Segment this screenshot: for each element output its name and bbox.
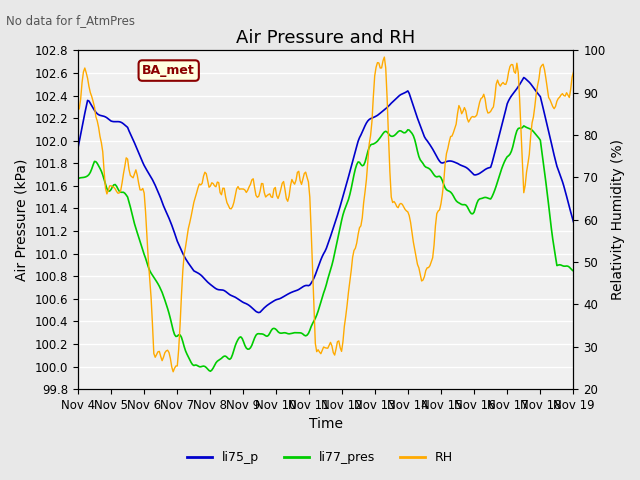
Y-axis label: Relativity Humidity (%): Relativity Humidity (%) bbox=[611, 139, 625, 300]
li77_pres bbox=[135, 234, 143, 240]
RH bbox=[135, 180, 143, 186]
RH bbox=[570, 69, 577, 75]
li75_p bbox=[292, 288, 300, 294]
li77_pres bbox=[240, 339, 248, 345]
li77_pres bbox=[74, 176, 82, 182]
li77_pres bbox=[292, 330, 300, 336]
RH bbox=[240, 186, 248, 192]
li75_p bbox=[246, 303, 254, 309]
li75_p bbox=[222, 288, 230, 294]
Line: li75_p: li75_p bbox=[78, 78, 573, 312]
li77_pres bbox=[545, 202, 552, 208]
RH bbox=[74, 108, 82, 113]
Text: No data for f_AtmPres: No data for f_AtmPres bbox=[6, 14, 136, 27]
li77_pres bbox=[570, 268, 577, 274]
li77_pres bbox=[207, 368, 214, 374]
li75_p bbox=[135, 150, 143, 156]
RH bbox=[381, 54, 388, 60]
Y-axis label: Air Pressure (kPa): Air Pressure (kPa) bbox=[15, 158, 29, 281]
li75_p bbox=[545, 128, 552, 134]
Line: RH: RH bbox=[78, 57, 573, 372]
RH bbox=[223, 200, 231, 205]
RH bbox=[248, 177, 255, 183]
RH bbox=[170, 369, 177, 375]
RH bbox=[292, 177, 300, 183]
li75_p bbox=[74, 145, 82, 151]
li77_pres bbox=[223, 354, 231, 360]
li75_p bbox=[255, 310, 262, 315]
X-axis label: Time: Time bbox=[308, 418, 342, 432]
li75_p bbox=[238, 299, 246, 305]
Line: li77_pres: li77_pres bbox=[78, 126, 573, 371]
li77_pres bbox=[520, 123, 527, 129]
li75_p bbox=[520, 75, 527, 81]
Title: Air Pressure and RH: Air Pressure and RH bbox=[236, 29, 415, 48]
li75_p bbox=[570, 219, 577, 225]
Text: BA_met: BA_met bbox=[142, 64, 195, 77]
RH bbox=[545, 95, 552, 100]
li77_pres bbox=[248, 342, 255, 348]
Legend: li75_p, li77_pres, RH: li75_p, li77_pres, RH bbox=[182, 446, 458, 469]
